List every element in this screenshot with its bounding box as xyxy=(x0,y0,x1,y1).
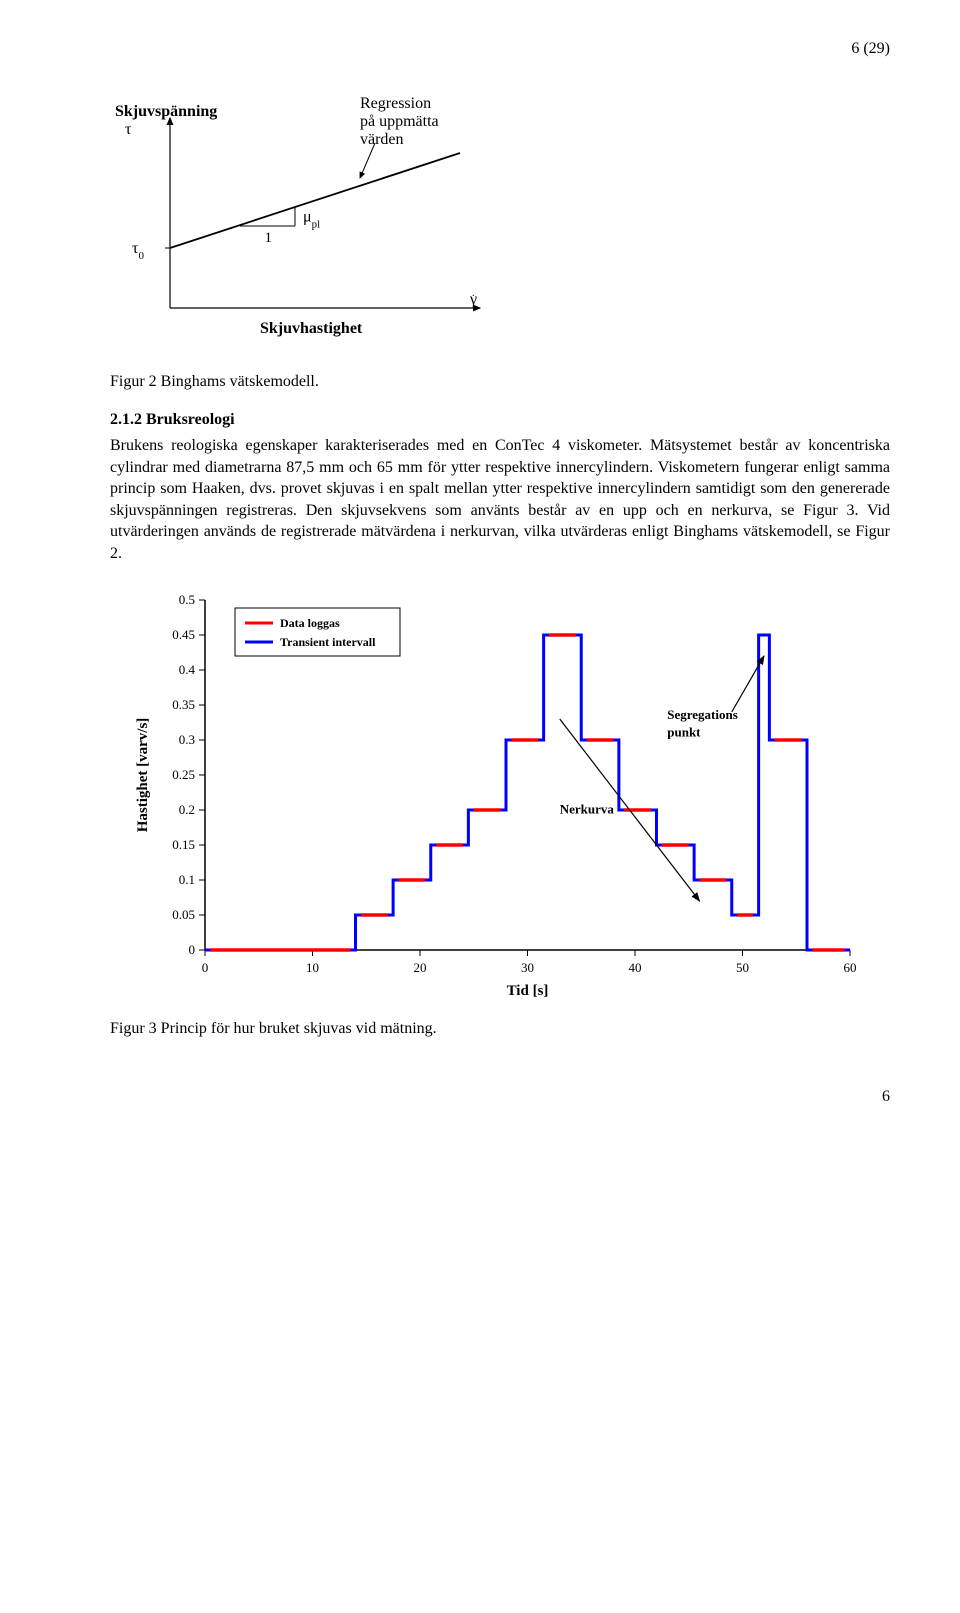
svg-text:på uppmätta: på uppmätta xyxy=(360,113,439,130)
svg-text:τ0: τ0 xyxy=(132,240,144,262)
svg-text:40: 40 xyxy=(629,960,642,975)
svg-text:Regression: Regression xyxy=(360,95,431,112)
svg-text:20: 20 xyxy=(414,960,427,975)
svg-text:0.35: 0.35 xyxy=(172,697,195,712)
svg-text:0: 0 xyxy=(189,942,196,957)
svg-text:0.3: 0.3 xyxy=(179,732,195,747)
figure-2: Skjuvspänningτ τ0 1 μpl Regressionpå uppmätt… xyxy=(110,88,890,348)
figure-3: 0 0.05 0.1 0.15 0.2 0.25 0.3 0.35 0.4 0.45 0.5 0 10 2… xyxy=(110,590,890,1010)
svg-text:Data loggas: Data loggas xyxy=(280,616,340,630)
svg-text:0.4: 0.4 xyxy=(179,662,196,677)
body-paragraph: Brukens reologiska egenskaper karakteris… xyxy=(110,435,890,565)
svg-text:0: 0 xyxy=(202,960,209,975)
section-heading: 2.1.2 Bruksreologi xyxy=(110,411,890,429)
svg-text:Tid [s]: Tid [s] xyxy=(507,983,549,999)
svg-text:Skjuvhastighet: Skjuvhastighet xyxy=(260,320,363,337)
figure-2-caption: Figur 2 Binghams vätskemodell. xyxy=(110,373,890,391)
figure-2-svg: Skjuvspänningτ τ0 1 μpl Regressionpå uppmätt… xyxy=(110,88,630,348)
svg-text:10: 10 xyxy=(306,960,319,975)
page-number-top: 6 (29) xyxy=(110,40,890,58)
page-number-bottom: 6 xyxy=(110,1088,890,1106)
svg-text:1: 1 xyxy=(265,230,273,246)
svg-text:0.5: 0.5 xyxy=(179,592,195,607)
svg-text:60: 60 xyxy=(844,960,857,975)
svg-text:0.05: 0.05 xyxy=(172,907,195,922)
svg-text:0.15: 0.15 xyxy=(172,837,195,852)
svg-text:τ: τ xyxy=(125,121,132,138)
svg-text:30: 30 xyxy=(521,960,534,975)
svg-text:Segregations: Segregations xyxy=(667,707,738,722)
svg-text:punkt: punkt xyxy=(667,724,701,739)
svg-text:50: 50 xyxy=(736,960,749,975)
figure-3-caption: Figur 3 Princip för hur bruket skjuvas v… xyxy=(110,1020,890,1038)
section-title: Bruksreologi xyxy=(146,411,235,428)
svg-text:0.1: 0.1 xyxy=(179,872,195,887)
svg-text:0.25: 0.25 xyxy=(172,767,195,782)
svg-text:0.45: 0.45 xyxy=(172,627,195,642)
section-number: 2.1.2 xyxy=(110,411,142,428)
svg-text:μpl: μpl xyxy=(303,209,320,231)
svg-text:värden: värden xyxy=(360,131,404,148)
svg-text:Transient intervall: Transient intervall xyxy=(280,635,376,649)
svg-text:Hastighet [varv/s]: Hastighet [varv/s] xyxy=(135,717,151,832)
svg-text:Skjuvspänning: Skjuvspänning xyxy=(115,103,217,120)
svg-text:0.2: 0.2 xyxy=(179,802,195,817)
figure-3-svg: 0 0.05 0.1 0.15 0.2 0.25 0.3 0.35 0.4 0.45 0.5 0 10 2… xyxy=(110,590,870,1010)
svg-text:Nerkurva: Nerkurva xyxy=(560,801,615,816)
svg-text:γ: γ xyxy=(469,291,477,308)
